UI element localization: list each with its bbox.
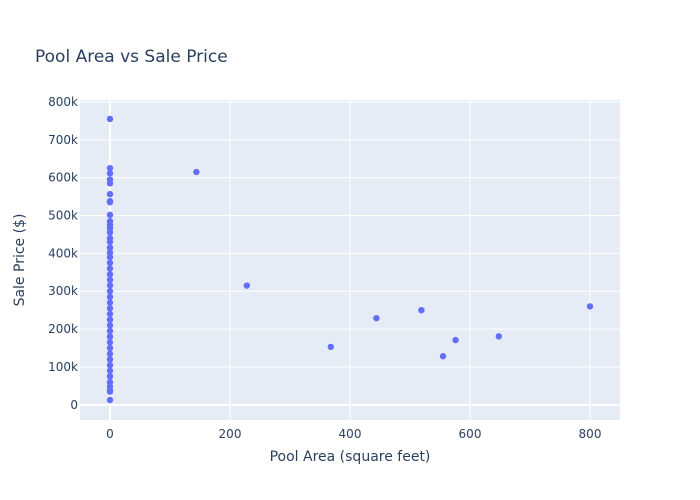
data-point[interactable] [106,367,114,374]
data-point[interactable] [439,352,447,360]
y-tick-label: 700k [48,133,78,147]
y-tick-label: 400k [48,246,78,260]
data-point[interactable] [106,293,114,301]
data-point[interactable] [106,190,114,198]
data-point[interactable] [106,373,114,380]
x-tick-label: 400 [339,427,362,441]
y-tick-label: 500k [48,209,78,223]
data-point[interactable] [106,115,114,123]
data-point[interactable] [106,396,114,404]
data-point[interactable] [106,361,114,369]
data-point[interactable] [106,271,114,278]
data-point[interactable] [106,249,114,256]
data-point[interactable] [106,276,114,284]
data-point[interactable] [106,316,114,323]
data-point[interactable] [452,336,459,344]
y-tick-label: 0 [70,398,78,412]
data-point[interactable] [106,164,114,172]
x-axis-title: Pool Area (square feet) [270,449,431,465]
data-point[interactable] [106,170,114,177]
data-point[interactable] [586,303,594,310]
data-point[interactable] [106,229,114,236]
data-point[interactable] [106,333,114,340]
data-point[interactable] [106,378,114,386]
data-point[interactable] [106,211,114,219]
data-point[interactable] [373,314,380,322]
x-tick-label: 0 [106,427,114,441]
data-point[interactable] [106,282,114,289]
data-point[interactable] [106,310,114,318]
data-point[interactable] [106,238,114,246]
y-axis-title: Sale Price ($) [12,214,28,307]
y-tick-label: 800k [48,95,78,109]
data-point[interactable] [106,199,114,206]
data-point[interactable] [106,327,114,335]
data-point[interactable] [106,305,114,312]
data-point[interactable] [243,282,250,289]
y-axis-ticks: 0 100k 200k 300k 400k 500k 600k 700k 800k [48,95,78,412]
x-tick-label: 800 [579,427,602,441]
data-point[interactable] [106,244,114,251]
data-point[interactable] [106,350,114,357]
y-tick-label: 300k [48,284,78,298]
data-points [106,115,594,404]
data-point[interactable] [106,259,114,267]
data-point[interactable] [106,288,114,295]
y-tick-label: 100k [48,360,78,374]
data-point[interactable] [106,339,114,346]
x-tick-label: 600 [459,427,482,441]
x-axis-ticks: 0 200 400 600 800 [106,427,601,441]
chart-title: Pool Area vs Sale Price [35,47,228,67]
data-point[interactable] [327,343,334,351]
x-tick-label: 200 [219,427,242,441]
data-point[interactable] [495,333,502,340]
gridlines [80,100,620,420]
data-point[interactable] [106,388,114,395]
y-tick-label: 600k [48,171,78,185]
y-tick-label: 200k [48,322,78,336]
data-point[interactable] [106,344,114,352]
data-point[interactable] [106,356,114,363]
data-point[interactable] [106,180,114,187]
data-point[interactable] [106,253,114,261]
data-point[interactable] [106,322,114,329]
data-point[interactable] [106,265,114,272]
data-point[interactable] [193,168,200,176]
data-point[interactable] [106,299,114,306]
data-point[interactable] [418,306,425,314]
